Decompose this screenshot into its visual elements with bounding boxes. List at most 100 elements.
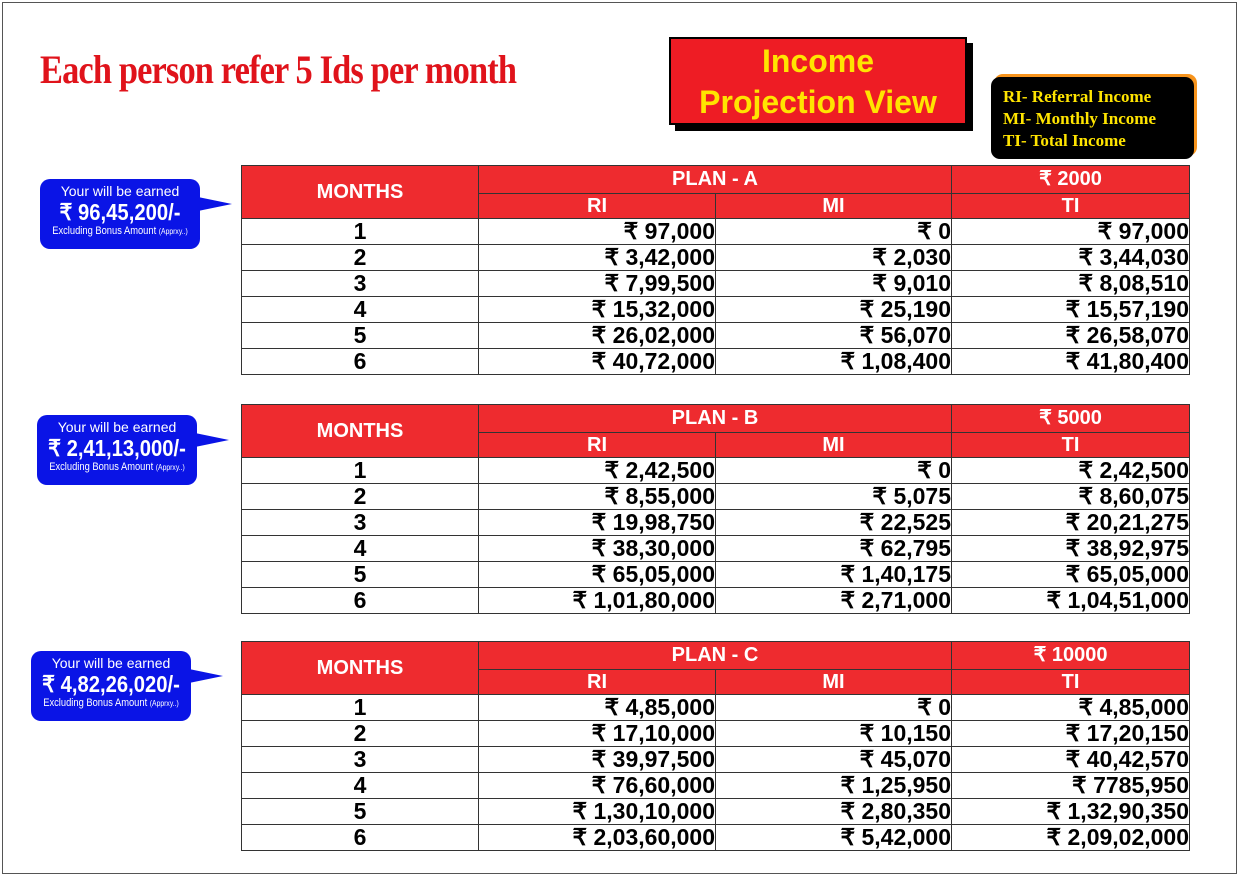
- cell-m: 2: [241, 244, 479, 271]
- cell-ti: ₹ 1,04,51,000: [951, 587, 1191, 614]
- table-row: 1 ₹ 2,42,500 ₹ 0 ₹ 2,42,500: [241, 457, 1191, 484]
- cell-ri: ₹ 2,42,500: [478, 457, 716, 484]
- cell-mi: ₹ 62,795: [714, 535, 953, 562]
- ri-header: RI: [478, 669, 716, 695]
- cell-ri: ₹ 2,03,60,000: [478, 824, 716, 851]
- cell-ri: ₹ 8,55,000: [478, 483, 716, 510]
- ti-header: TI: [951, 432, 1191, 458]
- cell-m: 4: [241, 772, 479, 799]
- cell-mi: ₹ 9,010: [714, 270, 953, 297]
- cell-m: 5: [241, 322, 479, 349]
- table-row: 6 ₹ 40,72,000 ₹ 1,08,400 ₹ 41,80,400: [241, 348, 1191, 375]
- cell-ri: ₹ 3,42,000: [478, 244, 716, 271]
- legend-ri: RI- Referral Income: [1003, 87, 1152, 106]
- cell-ti: ₹ 97,000: [951, 218, 1191, 245]
- cell-mi: ₹ 5,42,000: [714, 824, 953, 851]
- cell-ti: ₹ 15,57,190: [951, 296, 1191, 323]
- cell-m: 6: [241, 348, 479, 375]
- cell-m: 5: [241, 798, 479, 825]
- title-line-2: Projection View: [699, 84, 937, 120]
- cell-ti: ₹ 65,05,000: [951, 561, 1191, 588]
- bubble-label: Your will be earned: [60, 183, 180, 199]
- cell-mi: ₹ 56,070: [714, 322, 953, 349]
- cell-ti: ₹ 41,80,400: [951, 348, 1191, 375]
- bubble-label: Your will be earned: [51, 655, 171, 671]
- bubble-note: Excluding Bonus Amount (Apprxy..): [52, 225, 188, 237]
- cell-ri: ₹ 39,97,500: [478, 746, 716, 773]
- legend-ti: TI- Total Income: [1003, 131, 1126, 150]
- cell-m: 1: [241, 457, 479, 484]
- table-row: 5 ₹ 1,30,10,000 ₹ 2,80,350 ₹ 1,32,90,350: [241, 798, 1191, 825]
- cell-mi: ₹ 25,190: [714, 296, 953, 323]
- cell-ti: ₹ 38,92,975: [951, 535, 1191, 562]
- cell-ti: ₹ 7785,950: [951, 772, 1191, 799]
- cell-ri: ₹ 40,72,000: [478, 348, 716, 375]
- cell-ti: ₹ 4,85,000: [951, 694, 1191, 721]
- earnings-bubble-plan-b: Your will be earned ₹ 2,41,13,000/- Excl…: [37, 415, 229, 485]
- plan-b-table: MONTHS PLAN - B ₹ 5000 RI MI TI 1 ₹ 2,42,…: [241, 404, 1191, 614]
- cell-ti: ₹ 1,32,90,350: [951, 798, 1191, 825]
- cell-ti: ₹ 17,20,150: [951, 720, 1191, 747]
- table-row: 2 ₹ 17,10,000 ₹ 10,150 ₹ 17,20,150: [241, 720, 1191, 747]
- table-row: 3 ₹ 39,97,500 ₹ 45,070 ₹ 40,42,570: [241, 746, 1191, 773]
- headline: Each person refer 5 Ids per month: [40, 47, 517, 92]
- table-row: 1 ₹ 97,000 ₹ 0 ₹ 97,000: [241, 218, 1191, 245]
- table-row: 5 ₹ 65,05,000 ₹ 1,40,175 ₹ 65,05,000: [241, 561, 1191, 588]
- cell-mi: ₹ 1,40,175: [714, 561, 953, 588]
- table-row: 5 ₹ 26,02,000 ₹ 56,070 ₹ 26,58,070: [241, 322, 1191, 349]
- bubble-amount: ₹ 4,82,26,020/-: [42, 671, 180, 697]
- plan-a-table: MONTHS PLAN - A ₹ 2000 RI MI TI 1 ₹ 97,00…: [241, 165, 1191, 375]
- cell-mi: ₹ 22,525: [714, 509, 953, 536]
- plan-header: PLAN - C: [477, 641, 953, 670]
- bubble-note: Excluding Bonus Amount (Apprxy..): [49, 461, 185, 473]
- cell-mi: ₹ 1,08,400: [714, 348, 953, 375]
- cell-ri: ₹ 19,98,750: [478, 509, 716, 536]
- earnings-bubble-plan-a: Your will be earned ₹ 96,45,200/- Exclud…: [40, 179, 232, 249]
- ti-header: TI: [951, 669, 1191, 695]
- cell-ri: ₹ 26,02,000: [478, 322, 716, 349]
- ti-header: TI: [951, 193, 1191, 219]
- price-header: ₹ 2000: [951, 165, 1191, 194]
- plan-c-table: MONTHS PLAN - C ₹ 10000 RI MI TI 1 ₹ 4,85…: [241, 641, 1191, 851]
- cell-mi: ₹ 0: [714, 457, 953, 484]
- table-row: 4 ₹ 38,30,000 ₹ 62,795 ₹ 38,92,975: [241, 535, 1191, 562]
- cell-m: 4: [241, 535, 479, 562]
- cell-ri: ₹ 1,30,10,000: [478, 798, 716, 825]
- cell-m: 2: [241, 720, 479, 747]
- cell-ri: ₹ 65,05,000: [478, 561, 716, 588]
- earnings-bubble-plan-c: Your will be earned ₹ 4,82,26,020/- Excl…: [31, 651, 223, 721]
- months-header: MONTHS: [241, 404, 479, 458]
- cell-ti: ₹ 3,44,030: [951, 244, 1191, 271]
- cell-ri: ₹ 15,32,000: [478, 296, 716, 323]
- table-row: 2 ₹ 8,55,000 ₹ 5,075 ₹ 8,60,075: [241, 483, 1191, 510]
- price-header: ₹ 5000: [951, 404, 1191, 433]
- cell-m: 6: [241, 824, 479, 851]
- cell-m: 1: [241, 218, 479, 245]
- mi-header: MI: [714, 432, 953, 458]
- table-row: 6 ₹ 1,01,80,000 ₹ 2,71,000 ₹ 1,04,51,000: [241, 587, 1191, 614]
- cell-ti: ₹ 40,42,570: [951, 746, 1191, 773]
- cell-m: 3: [241, 509, 479, 536]
- cell-ti: ₹ 26,58,070: [951, 322, 1191, 349]
- cell-mi: ₹ 0: [714, 218, 953, 245]
- legend-box: RI- Referral Income MI- Monthly Income T…: [991, 77, 1194, 159]
- cell-m: 6: [241, 587, 479, 614]
- bubble-note: Excluding Bonus Amount (Apprxy..): [43, 697, 179, 709]
- cell-m: 3: [241, 746, 479, 773]
- table-row: 3 ₹ 7,99,500 ₹ 9,010 ₹ 8,08,510: [241, 270, 1191, 297]
- ri-header: RI: [478, 432, 716, 458]
- title-line-1: Income: [761, 43, 875, 79]
- cell-mi: ₹ 0: [714, 694, 953, 721]
- table-row: 4 ₹ 76,60,000 ₹ 1,25,950 ₹ 7785,950: [241, 772, 1191, 799]
- title-box: Income Projection View: [669, 37, 967, 125]
- cell-mi: ₹ 2,71,000: [714, 587, 953, 614]
- cell-m: 1: [241, 694, 479, 721]
- table-row: 4 ₹ 15,32,000 ₹ 25,190 ₹ 15,57,190: [241, 296, 1191, 323]
- price-header: ₹ 10000: [951, 641, 1191, 670]
- legend-mi: MI- Monthly Income: [1003, 109, 1156, 128]
- table-row: 6 ₹ 2,03,60,000 ₹ 5,42,000 ₹ 2,09,02,000: [241, 824, 1191, 851]
- cell-ri: ₹ 76,60,000: [478, 772, 716, 799]
- cell-ri: ₹ 7,99,500: [478, 270, 716, 297]
- cell-mi: ₹ 45,070: [714, 746, 953, 773]
